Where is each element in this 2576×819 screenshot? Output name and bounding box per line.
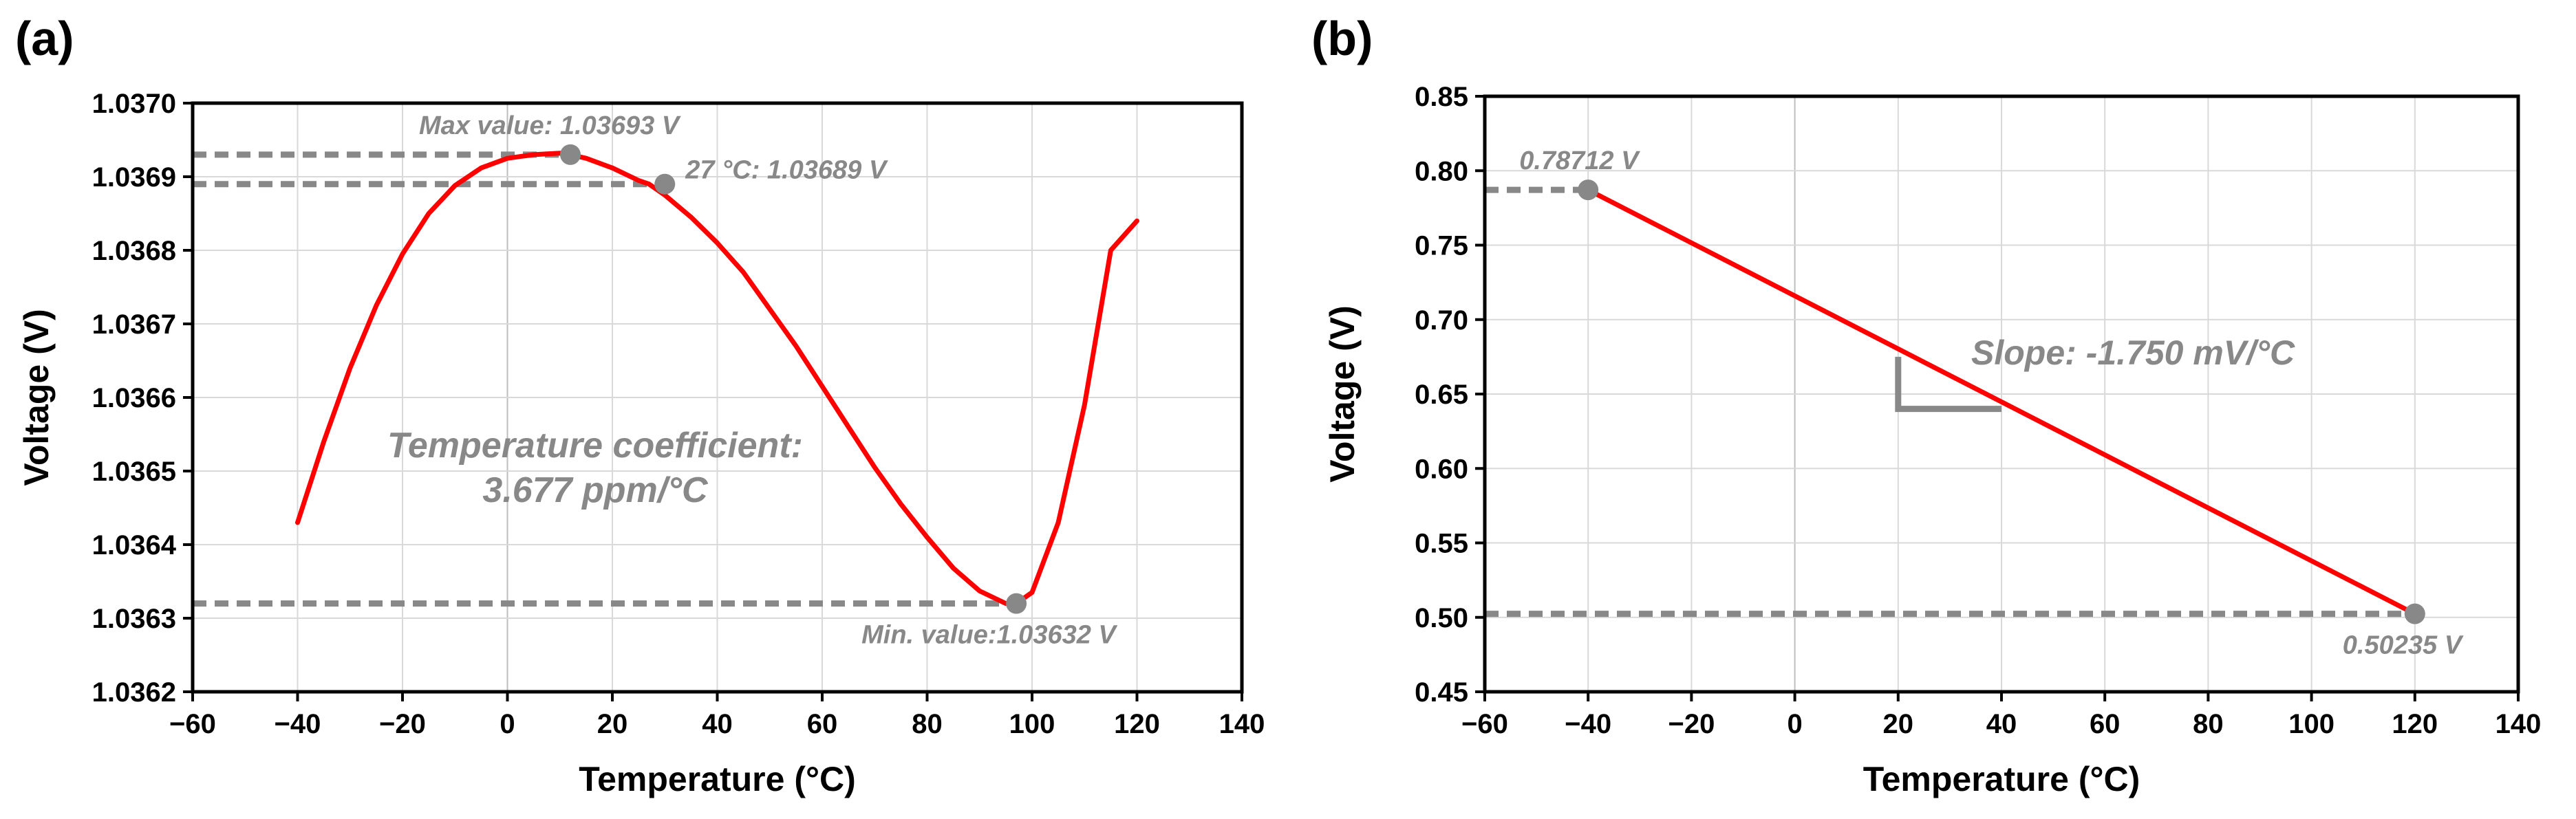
data-marker [1578,179,1599,201]
x-tick-label: 100 [2288,709,2334,739]
chart-annotation: 3.677 ppm/°C [482,470,709,510]
x-tick-label: −40 [275,709,321,739]
x-tick-label: 40 [1986,709,2017,739]
x-tick-label: 140 [2496,709,2542,739]
y-tick-label: 0.45 [1415,677,1468,708]
y-tick-label: 1.0363 [92,604,176,634]
chart-annotation: Slope: -1.750 mV/°C [1971,334,2295,372]
y-axis-title: Voltage (V) [17,309,56,485]
y-tick-label: 0.75 [1415,231,1468,261]
y-tick-label: 1.0365 [92,457,176,487]
y-tick-label: 0.55 [1415,529,1468,559]
y-tick-label: 0.80 [1415,156,1468,186]
x-tick-label: −20 [1668,709,1715,739]
x-tick-label: −40 [1565,709,1611,739]
x-tick-label: −60 [1461,709,1508,739]
x-tick-label: 60 [2090,709,2121,739]
x-tick-label: 120 [1114,709,1160,739]
x-tick-label: −20 [379,709,426,739]
chart-panel-b: (b) 0.78712 V 0.50235 V Slope: -1.750 mV/°C… [1311,12,2541,798]
chart-annotation: Temperature coefficient: [387,426,803,466]
x-tick-label: −60 [169,709,216,739]
y-tick-label: 0.65 [1415,380,1468,410]
y-axis-title: Voltage (V) [1323,305,1362,482]
x-tick-label: 40 [702,709,733,739]
series-line [1585,187,2418,617]
x-tick-label: 80 [912,709,943,739]
x-axis-title: Temperature (°C) [579,760,855,798]
x-axis-title: Temperature (°C) [1863,760,2140,798]
panel-label: (a) [15,12,74,65]
x-tick-label: 80 [2193,709,2224,739]
y-tick-label: 1.0369 [92,162,176,193]
x-tick-label: 0 [500,709,515,739]
marker-label: 0.50235 V [2343,631,2464,660]
y-tick-label: 1.0364 [92,530,177,560]
y-tick-label: 0.70 [1415,305,1468,336]
y-tick-label: 0.60 [1415,454,1468,484]
x-tick-label: 100 [1009,709,1055,739]
x-tick-label: 20 [1883,709,1914,739]
y-tick-label: 0.85 [1415,82,1468,112]
data-marker [560,144,581,165]
data-marker [2404,603,2425,624]
data-marker [1006,593,1027,614]
y-tick-label: 1.0368 [92,236,176,266]
panel-label: (b) [1311,12,1373,65]
marker-label: 0.78712 V [1519,146,1640,175]
x-tick-label: 60 [807,709,838,739]
y-tick-label: 1.0366 [92,383,176,413]
x-tick-label: 0 [1787,709,1802,739]
chart-panel-a: (a) Max value: 1.03693 V27 °C: 1.03689 V M… [15,12,1265,798]
marker-label: 27 °C: 1.03689 V [685,156,888,185]
marker-label: Min. value:1.03632 V [861,621,1117,650]
y-tick-label: 0.50 [1415,603,1468,633]
x-tick-label: 120 [2392,709,2438,739]
slope-bracket [1895,356,2001,413]
y-tick-label: 1.0367 [92,309,176,340]
x-tick-label: 20 [597,709,628,739]
y-tick-label: 1.0370 [92,89,176,119]
x-tick-label: 140 [1219,709,1265,739]
data-marker [654,173,676,195]
y-tick-label: 1.0362 [92,677,176,708]
marker-label: Max value: 1.03693 V [419,111,681,140]
